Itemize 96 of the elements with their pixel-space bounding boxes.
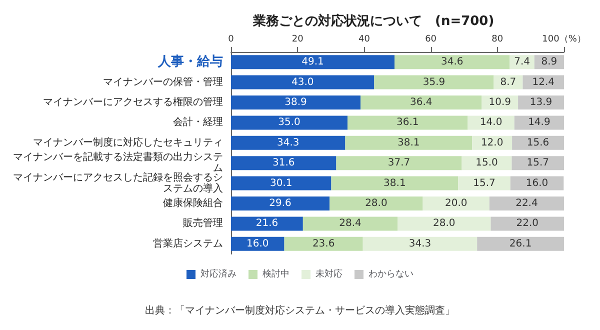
bar — [489, 196, 564, 210]
y-tick-label: 販売管理 — [183, 217, 223, 230]
data-label: 8.7 — [500, 76, 516, 88]
bar — [231, 156, 336, 170]
data-label: 15.0 — [476, 158, 498, 169]
x-tick-label: 0 — [228, 34, 234, 44]
bar — [284, 236, 363, 251]
data-label: 28.0 — [432, 218, 456, 230]
bar — [345, 136, 472, 150]
data-label: 15.6 — [526, 137, 550, 148]
y-tick-label: 会計・経理 — [173, 116, 223, 128]
bar — [512, 156, 564, 170]
data-label: 23.6 — [312, 238, 335, 250]
bar — [477, 236, 564, 251]
data-label: 16.0 — [526, 178, 548, 189]
bar — [422, 196, 490, 210]
bar — [231, 176, 332, 190]
y-tick-label: マイナンバーにアクセスする権限の管理 — [43, 96, 223, 108]
bar — [514, 116, 564, 130]
y-tick-label: 健康保険組合 — [163, 197, 223, 209]
bar — [231, 136, 346, 150]
data-label: 35.9 — [422, 76, 446, 88]
data-label: 36.4 — [410, 97, 432, 108]
bar — [231, 96, 361, 110]
data-label: 30.1 — [270, 178, 292, 189]
bar — [510, 176, 564, 190]
bar — [231, 116, 348, 130]
legend-label: 未対応 — [316, 268, 342, 280]
bar — [231, 216, 303, 231]
data-label: 49.1 — [302, 56, 324, 68]
data-label: 38.1 — [398, 137, 420, 148]
bar — [330, 196, 423, 210]
bar — [522, 75, 564, 90]
data-label: 15.7 — [526, 158, 549, 169]
y-tick-label: マイナンバーの保管・管理 — [103, 76, 223, 88]
data-label: 28.0 — [365, 198, 388, 209]
data-label: 38.9 — [284, 97, 307, 108]
bar — [360, 96, 482, 110]
data-label: 22.0 — [516, 218, 539, 230]
y-tick-label: 人事・給与 — [157, 54, 223, 70]
bar — [348, 116, 468, 130]
bar — [468, 116, 514, 130]
data-label: 38.1 — [384, 178, 406, 189]
data-label: 36.1 — [396, 117, 419, 128]
data-label: 13.9 — [530, 97, 552, 108]
data-label: 34.6 — [440, 56, 464, 68]
data-label: 31.6 — [272, 158, 295, 169]
bar — [231, 236, 284, 251]
legend-label: 対応済み — [200, 268, 236, 280]
bar — [462, 156, 512, 170]
bar — [231, 55, 395, 70]
data-label: 34.3 — [408, 238, 432, 250]
x-tick-label: 100（%） — [542, 34, 586, 44]
legend-label: 検討中 — [262, 268, 290, 280]
bar — [231, 75, 374, 90]
bar — [336, 156, 462, 170]
bar — [374, 75, 494, 90]
x-tick-label: 60 — [425, 34, 437, 44]
data-label: 15.7 — [473, 178, 496, 189]
data-label: 21.6 — [256, 218, 278, 230]
y-tick-label: 営業店システム — [153, 237, 223, 250]
legend-label: わからない — [368, 270, 414, 280]
data-label: 35.0 — [278, 117, 300, 128]
bar — [362, 236, 478, 251]
data-label: 7.4 — [514, 56, 530, 68]
bar — [398, 216, 491, 231]
bar — [302, 216, 398, 231]
bar — [512, 136, 564, 150]
data-label: 16.0 — [246, 238, 269, 250]
bar — [510, 55, 534, 70]
data-label: 28.4 — [339, 218, 362, 230]
bar — [394, 55, 510, 70]
bar — [231, 196, 330, 210]
data-label: 10.9 — [488, 97, 512, 108]
y-tick-label: マイナンバーにアクセスした記録を照会するシステムの導入 — [13, 171, 223, 194]
data-label: 20.0 — [444, 198, 468, 209]
data-label: 12.0 — [480, 137, 504, 148]
data-label: 43.0 — [291, 76, 314, 88]
x-tick-label: 40 — [358, 34, 370, 44]
data-label: 26.1 — [509, 238, 532, 250]
chart-title: 業務ごとの対応状況について (n=700) — [252, 13, 494, 29]
data-label: 14.0 — [480, 117, 502, 128]
x-tick-label: 80 — [492, 34, 504, 44]
data-label: 14.9 — [528, 117, 550, 128]
bar — [490, 216, 564, 231]
data-label: 34.3 — [276, 137, 300, 148]
data-label: 37.7 — [388, 158, 410, 169]
data-label: 12.4 — [532, 76, 554, 88]
bar — [331, 176, 458, 190]
bar — [458, 176, 510, 190]
source-note: 出典：「マイナンバー制度対応システム・サービスの導入実態調査」 — [145, 304, 455, 316]
data-label: 29.6 — [269, 198, 292, 209]
y-tick-label: マイナンバー制度に対応したセキュリティ — [33, 136, 223, 148]
x-tick-label: 20 — [292, 34, 304, 44]
data-label: 8.9 — [541, 56, 558, 68]
data-label: 22.4 — [516, 198, 538, 209]
